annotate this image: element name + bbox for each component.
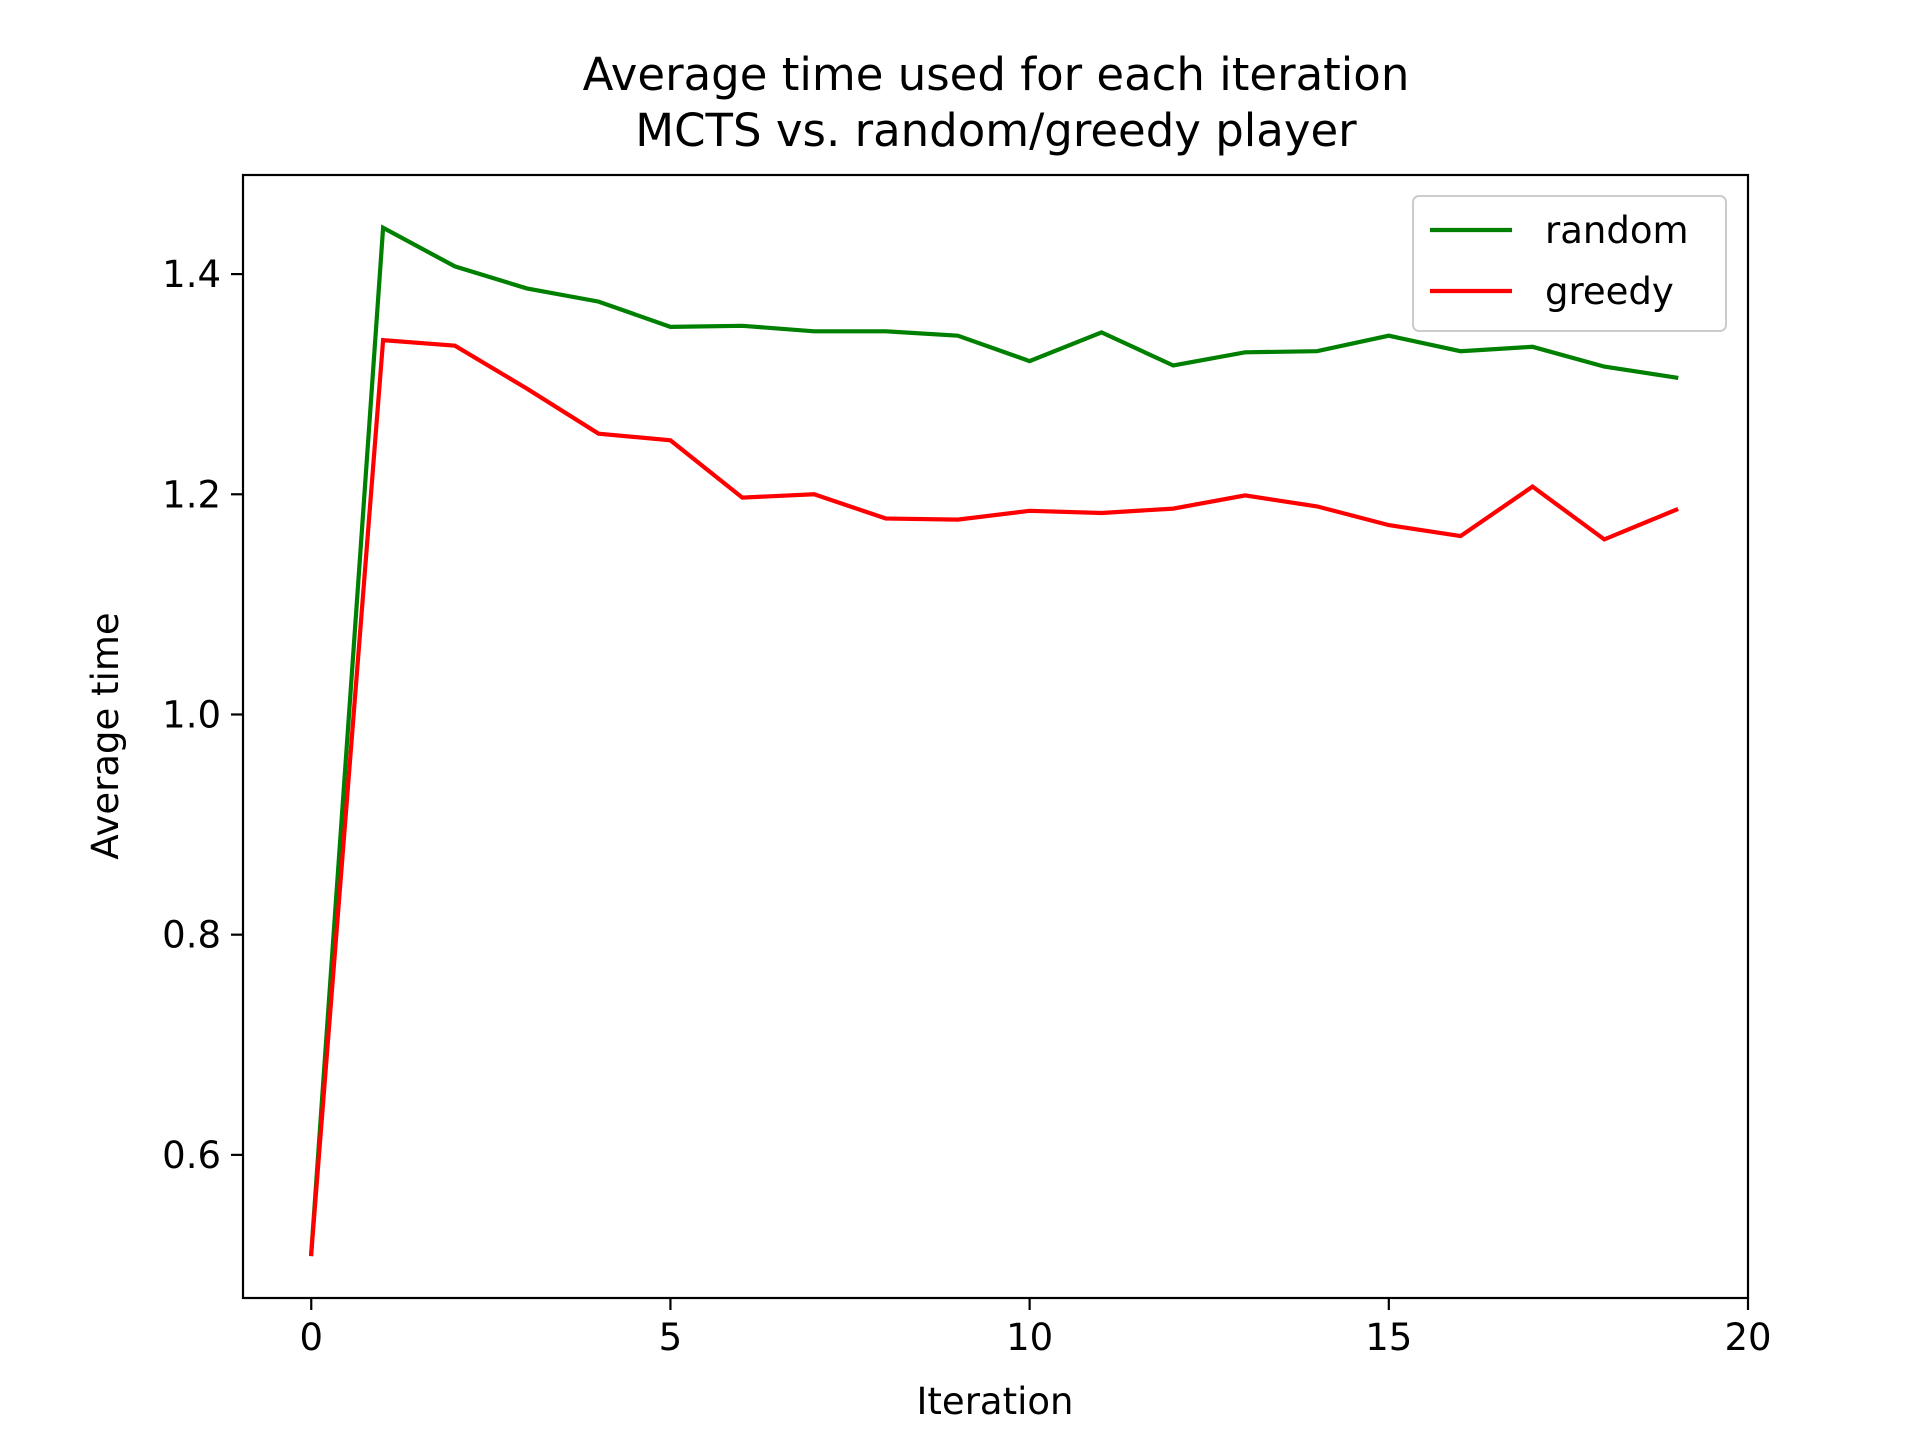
legend-label-random: random: [1545, 209, 1689, 252]
y-tick-label: 1.4: [162, 253, 221, 296]
y-axis: 0.6 0.8 1.0 1.2 1.4: [162, 253, 243, 1177]
series-line-greedy: [308, 337, 1679, 1257]
legend: random greedy: [1412, 195, 1727, 332]
series-line-random: [308, 224, 1679, 1257]
x-axis: 0 5 10 15 20: [299, 1298, 1772, 1359]
chart-title: Average time used for each iteration: [583, 48, 1410, 101]
chart-subtitle: MCTS vs. random/greedy player: [635, 104, 1357, 157]
y-tick-label: 0.6: [162, 1134, 221, 1177]
x-tick-label: 15: [1365, 1316, 1412, 1359]
x-tick-label: 10: [1006, 1316, 1053, 1359]
plot-lines: [308, 224, 1679, 1257]
legend-label-greedy: greedy: [1545, 270, 1674, 313]
y-tick-label: 1.0: [162, 693, 221, 736]
x-tick-label: 20: [1724, 1316, 1771, 1359]
y-tick-label: 0.8: [162, 914, 221, 957]
plot-frame: [241, 173, 1750, 1300]
y-tick-label: 1.2: [162, 473, 221, 516]
x-axis-label: Iteration: [917, 1380, 1074, 1423]
x-tick-label: 0: [299, 1316, 323, 1359]
x-tick-label: 5: [659, 1316, 683, 1359]
y-axis-label: Average time: [84, 612, 127, 859]
